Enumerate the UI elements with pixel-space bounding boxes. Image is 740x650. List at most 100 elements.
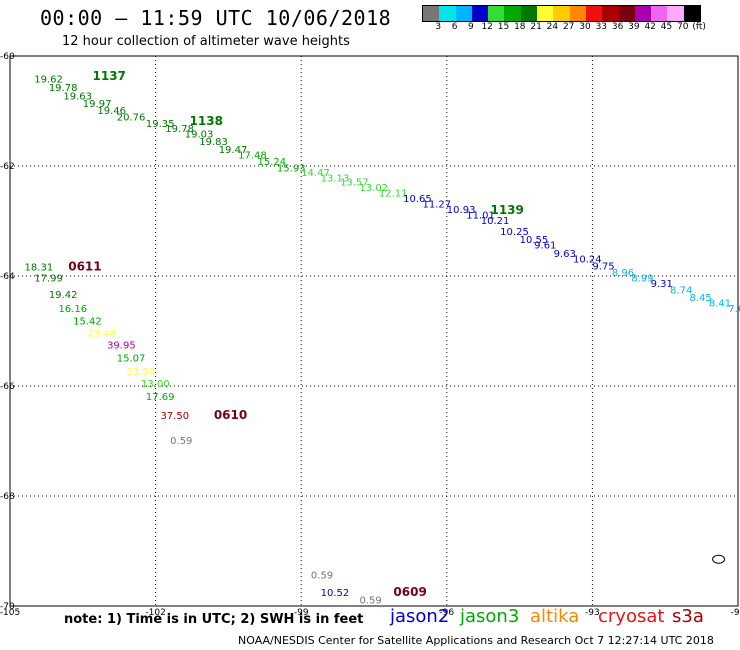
color-swatch [439,6,456,21]
wave-height-label: 9.31 [651,279,673,290]
island-outline [712,554,726,564]
pass-time-label: 0610 [214,408,247,422]
wave-height-label: 19.47 [219,145,248,156]
pass-time-label: 1137 [93,69,126,83]
wave-height-label: 0.59 [170,436,192,447]
wave-height-label: 10.55 [520,235,549,246]
color-scale-label: 42 [644,22,656,32]
color-swatch [683,6,701,21]
lat-tick-label: -66 [0,382,15,392]
wave-height-label: 9.63 [554,249,576,260]
wave-height-label: 10.65 [403,194,432,205]
color-swatch [488,6,505,21]
wave-height-label: 8.45 [689,293,711,304]
wave-height-label: 8.99 [631,274,653,285]
color-swatch [455,6,472,21]
wave-height-label: 18.31 [25,263,54,274]
wave-height-label: 9.61 [534,241,556,252]
color-scale-label: 33 [595,22,608,32]
wave-height-label: 19.63 [63,91,92,102]
lat-tick-label: -64 [0,272,15,282]
wave-height-label: 11.27 [423,199,452,210]
color-swatch [471,6,489,21]
color-swatch [585,6,603,21]
lon-tick-label: -99 [294,608,309,618]
color-scale-label: 27 [562,22,575,32]
wave-height-label: 10.25 [500,227,529,238]
lon-tick-label: -102 [145,608,165,618]
legend-altika: altika [530,606,580,627]
wave-height-label: 17.69 [146,392,175,403]
wave-height-label: 13.57 [340,177,369,188]
wave-height-label: 0.59 [359,595,381,606]
color-scale-label: 39 [628,22,640,32]
pass-time-label: 0609 [393,585,426,599]
lat-tick-label: -70 [0,602,15,612]
pass-time-label: 0611 [68,260,101,274]
wave-height-label: 10.21 [481,216,510,227]
color-swatch [537,6,554,21]
wave-height-label: 8.96 [612,268,634,279]
map-border [9,55,739,607]
lon-tick-label: -105 [0,608,20,618]
color-swatch [651,6,668,21]
map-plot: -60 -62 -64 -66 -68 -70-105 -102 -99 -96 -93 -90 19… [0,52,740,618]
color-scale-label: 21 [530,22,542,32]
wave-height-label: 10.24 [573,254,602,265]
lat-tick-label: -62 [0,162,15,172]
color-scale-label: (ft) [692,22,706,32]
wave-height-label: 19.62 [34,74,63,85]
wave-height-label: 19.97 [83,99,112,110]
wave-height-label: 15.93 [277,164,306,175]
lat-tick-label: -60 [0,52,15,62]
color-swatch [634,6,652,21]
wave-height-label: 16.16 [59,304,88,315]
color-swatch [569,6,586,21]
wave-height-label: 19.83 [199,137,228,148]
color-swatch [520,6,538,21]
wave-height-label: 13.00 [141,379,170,390]
wave-height-label: 8.74 [670,286,692,297]
wave-height-label: 13.02 [359,183,388,194]
page-title: 00:00 – 11:59 UTC 10/06/2018 [40,6,392,30]
wave-height-label: 17.99 [34,274,63,285]
page-subtitle: 12 hour collection of altimeter wave hei… [62,34,350,49]
wave-height-label: 23.46 [88,329,117,340]
color-scale-label: 6 [451,22,458,32]
wave-height-label: 14.47 [301,168,330,179]
color-swatch [602,6,619,21]
wave-height-label: 20.76 [117,112,146,123]
wave-height-label: 0.59 [311,571,333,582]
wave-height-label: 17.48 [238,150,267,161]
pass-time-label: 1138 [190,114,223,128]
wave-height-label: 15.24 [258,157,287,168]
wave-height-label: 19.35 [146,119,175,130]
wave-height-label: 15.42 [73,316,102,327]
note-text: note: 1) Time is in UTC; 2) SWH is in fe… [64,612,364,627]
color-scale-label: 70 [677,22,689,32]
wave-height-label: 12.11 [379,188,408,199]
wave-height-label: 10.52 [321,588,350,599]
wave-height-label: 19.46 [97,106,126,117]
wave-height-label: 10.93 [447,205,476,216]
wave-height-label: 39.95 [107,341,136,352]
color-scale-label: 36 [611,22,624,32]
color-swatch [618,6,635,21]
color-swatch [504,6,521,21]
legend-s3a: s3a [672,606,704,627]
color-scale-label: 9 [468,22,474,32]
lon-tick-label: -93 [585,608,600,618]
color-scale-label: 30 [579,22,591,32]
wave-height-label: 11.01 [466,210,495,221]
color-scale-label: 18 [514,22,526,32]
color-swatch [667,6,684,21]
color-scale-bar [422,5,702,22]
footer-credit: NOAA/NESDIS Center for Satellite Applica… [238,634,714,647]
wave-height-label: 37.50 [160,411,189,422]
legend-jason3: jason3 [460,606,520,627]
wave-height-label: 15.07 [117,353,146,364]
color-scale-label: 45 [660,22,673,32]
wave-height-label: 19.78 [49,83,78,94]
lat-tick-label: -68 [0,492,15,502]
color-swatch [423,6,440,21]
